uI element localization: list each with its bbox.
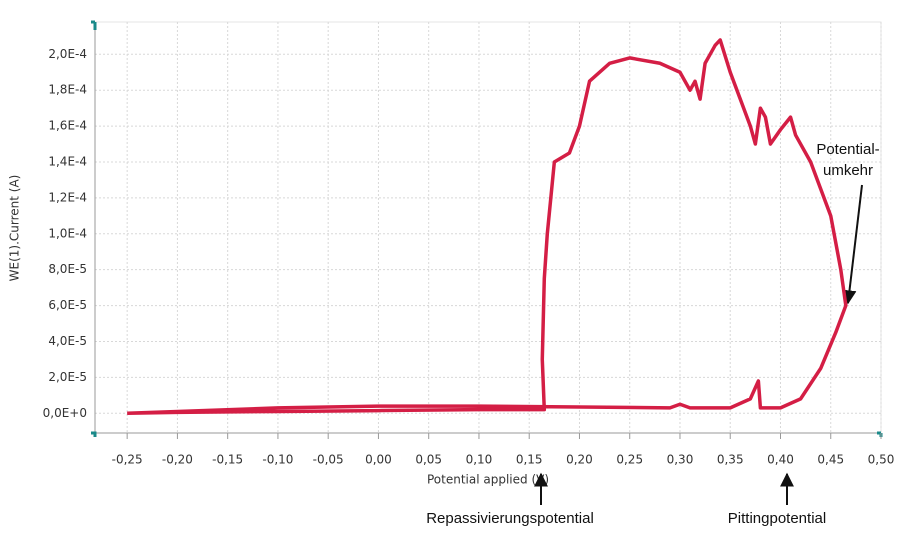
x-tick-label: 0,50: [868, 453, 895, 467]
x-tick-label: -0,05: [313, 453, 344, 467]
x-tick-label: 0,20: [566, 453, 593, 467]
x-tick-label: 0,40: [767, 453, 794, 467]
y-tick-label: 8,0E-5: [48, 262, 87, 276]
axis-corner: [91, 20, 883, 437]
x-tick-label: 0,30: [667, 453, 694, 467]
y-tick-label: 1,8E-4: [48, 83, 87, 97]
annotation: Pittingpotential: [728, 510, 826, 527]
data-line: [127, 38, 848, 416]
y-tick-label: 6,0E-5: [48, 298, 87, 312]
y-tick-label: 2,0E-5: [48, 370, 87, 384]
x-tick-label: 0,25: [616, 453, 643, 467]
x-tick-label: 0,00: [365, 453, 392, 467]
x-tick-label: -0,15: [212, 453, 243, 467]
x-axis-title: Potential applied (V): [427, 473, 549, 487]
x-tick-label: 0,05: [415, 453, 442, 467]
y-tick-label: 1,2E-4: [48, 190, 87, 204]
y-tick-label: 4,0E-5: [48, 334, 87, 348]
x-tick-label: 0,15: [516, 453, 543, 467]
annotation: Potential-: [816, 141, 879, 158]
y-tick-label: 1,4E-4: [48, 154, 87, 168]
y-tick-label: 1,0E-4: [48, 226, 87, 240]
annotation-arrow: [842, 184, 863, 305]
x-tick-label: -0,20: [162, 453, 193, 467]
y-axis-title: WE(1).Current (A): [8, 175, 22, 282]
y-tick-label: 1,6E-4: [48, 119, 87, 133]
x-tick-label: 0,35: [717, 453, 744, 467]
x-tick-label: 0,10: [466, 453, 493, 467]
x-tick-label: 0,45: [817, 453, 844, 467]
plot-area: [94, 21, 882, 434]
annotation: umkehr: [823, 162, 873, 179]
y-tick-label: 2,0E-4: [48, 47, 87, 61]
annotation: Repassivierungspotential: [426, 510, 594, 527]
y-tick-label: 0,0E+0: [43, 406, 87, 420]
x-tick-label: -0,10: [262, 453, 293, 467]
x-tick-label: -0,25: [112, 453, 143, 467]
